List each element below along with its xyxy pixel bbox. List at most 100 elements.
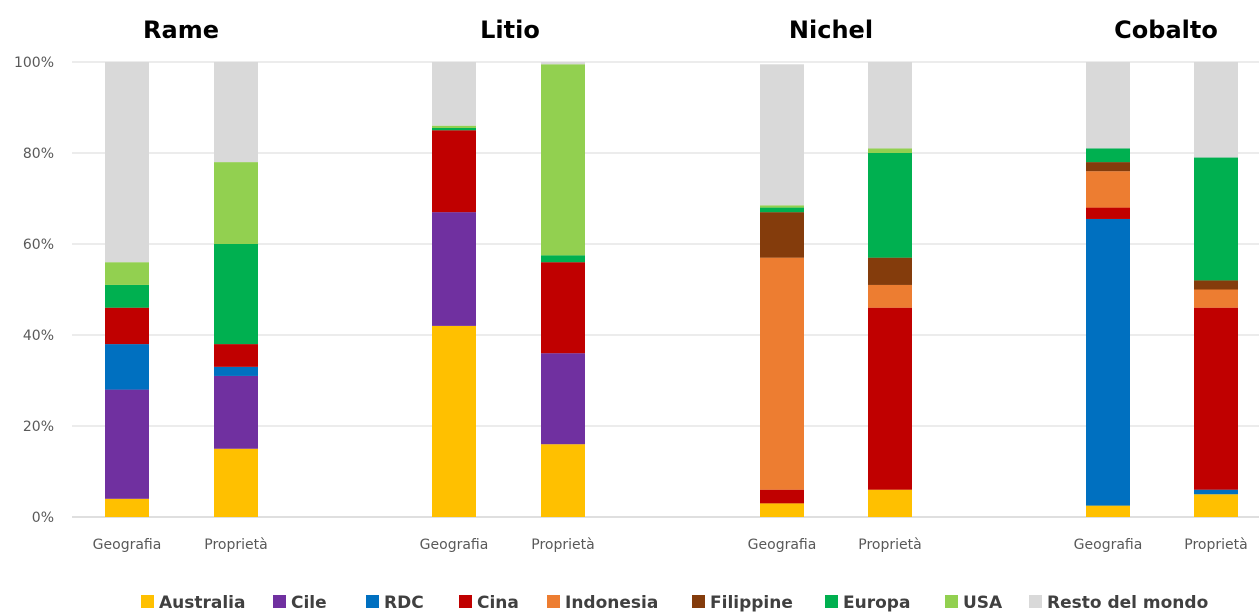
bar-segment-nichel-propriet-usa [868, 148, 912, 153]
bar-segment-nichel-propriet-resto-del-mondo [868, 62, 912, 149]
bar-segment-rame-geografia-australia [105, 498, 149, 517]
bar-segment-nichel-geografia-europa [760, 207, 804, 213]
bar-segment-rame-propriet-europa [214, 244, 258, 345]
bar-segment-cobalto-propriet-australia [1194, 494, 1238, 517]
legend-label: Indonesia [565, 593, 658, 613]
legend-label: Filippine [710, 593, 793, 613]
y-tick-label: 100% [14, 55, 54, 71]
legend-label: Europa [843, 593, 910, 613]
panel-title-litio: Litio [480, 16, 540, 44]
bar-segment-nichel-geografia-cina [760, 489, 804, 504]
bars [105, 62, 1238, 517]
bar-segment-nichel-geografia-indonesia [760, 257, 804, 490]
bar-segment-litio-propriet-cina [541, 262, 585, 354]
panel-title-rame: Rame [143, 16, 219, 44]
y-tick-label: 0% [32, 510, 54, 526]
bar-segment-litio-geografia-europa [432, 127, 476, 131]
bar-segment-cobalto-geografia-resto-del-mondo [1086, 62, 1130, 149]
bar-segment-cobalto-propriet-cina [1194, 307, 1238, 490]
legend-label: RDC [384, 593, 424, 613]
legend-label: Resto del mondo [1047, 593, 1208, 613]
legend-item-usa: USA [945, 593, 1003, 613]
bar-segment-cobalto-geografia-rdc [1086, 218, 1130, 506]
legend-swatch [692, 595, 705, 608]
y-tick-label: 20% [23, 419, 54, 435]
bar-segment-litio-propriet-cile [541, 353, 585, 445]
legend-swatch [459, 595, 472, 608]
legend-swatch [1029, 595, 1042, 608]
bar-segment-rame-geografia-europa [105, 284, 149, 308]
bar-segment-litio-propriet-usa [541, 64, 585, 256]
bar-segment-cobalto-propriet-indonesia [1194, 289, 1238, 308]
bar-segment-rame-propriet-cile [214, 375, 258, 449]
bar-segment-litio-geografia-australia [432, 325, 476, 517]
bar-segment-litio-geografia-usa [432, 125, 476, 128]
bar-segment-rame-geografia-resto-del-mondo [105, 62, 149, 263]
legend-item-cile: Cile [273, 593, 327, 613]
bar-segment-rame-propriet-resto-del-mondo [214, 62, 258, 163]
legend-item-australia: Australia [141, 593, 246, 613]
legend-item-cina: Cina [459, 593, 519, 613]
x-axis-labels: Geografia Proprietà Geografia Proprietà Geog… [93, 537, 1248, 553]
panel-titles: Rame Litio Nichel Cobalto [143, 16, 1218, 44]
bar-segment-cobalto-geografia-filippine [1086, 162, 1130, 172]
bar-segment-nichel-geografia-filippine [760, 212, 804, 258]
bar-segment-cobalto-propriet-resto-del-mondo [1194, 62, 1238, 158]
x-category-label: Geografia [420, 537, 489, 553]
bar-segment-litio-geografia-resto-del-mondo [432, 62, 476, 126]
panel-title-cobalto: Cobalto [1114, 16, 1218, 44]
bar-segment-rame-propriet-australia [214, 448, 258, 517]
legend-item-indonesia: Indonesia [547, 593, 658, 613]
bar-segment-nichel-propriet-indonesia [868, 284, 912, 308]
legend-swatch [273, 595, 286, 608]
bar-segment-nichel-geografia-australia [760, 503, 804, 517]
bar-segment-rame-geografia-cile [105, 389, 149, 499]
x-category-label: Proprietà [1184, 537, 1247, 553]
legend-swatch [825, 595, 838, 608]
legend-label: USA [963, 593, 1003, 613]
legend-swatch [547, 595, 560, 608]
bar-segment-nichel-propriet-europa [868, 153, 912, 258]
y-tick-label: 80% [23, 146, 54, 162]
bar-segment-cobalto-geografia-australia [1086, 505, 1130, 517]
legend-swatch [945, 595, 958, 608]
bar-segment-cobalto-propriet-rdc [1194, 489, 1238, 495]
legend-item-filippine: Filippine [692, 593, 793, 613]
bar-segment-rame-propriet-rdc [214, 366, 258, 376]
legend-label: Cile [291, 593, 327, 613]
bar-segment-nichel-geografia-resto-del-mondo [760, 64, 804, 206]
bar-segment-rame-propriet-cina [214, 344, 258, 367]
legend-item-europa: Europa [825, 593, 910, 613]
legend-swatch [366, 595, 379, 608]
x-category-label: Geografia [748, 537, 817, 553]
legend-label: Cina [477, 593, 519, 613]
gridlines [72, 61, 1259, 518]
bar-segment-rame-propriet-usa [214, 162, 258, 244]
bar-segment-litio-geografia-cile [432, 212, 476, 326]
bar-segment-rame-geografia-usa [105, 262, 149, 285]
x-category-label: Proprietà [858, 537, 921, 553]
bar-segment-cobalto-geografia-cina [1086, 207, 1130, 219]
bar-segment-litio-propriet-europa [541, 255, 585, 263]
bar-segment-litio-geografia-cina [432, 130, 476, 213]
bar-segment-litio-propriet-australia [541, 444, 585, 517]
legend-item-rdc: RDC [366, 593, 424, 613]
legend-item-resto-del-mondo: Resto del mondo [1029, 593, 1208, 613]
bar-segment-litio-propriet-resto-del-mondo [541, 62, 585, 65]
bar-segment-cobalto-geografia-indonesia [1086, 171, 1130, 208]
bar-segment-cobalto-propriet-filippine [1194, 280, 1238, 290]
x-category-label: Geografia [93, 537, 162, 553]
x-category-label: Proprietà [204, 537, 267, 553]
bar-segment-nichel-propriet-filippine [868, 257, 912, 285]
panel-title-nichel: Nichel [789, 16, 873, 44]
bar-segment-cobalto-geografia-europa [1086, 148, 1130, 163]
y-tick-label: 60% [23, 237, 54, 253]
legend: Australia Cile RDC Cina Indonesia Filippine Eu… [141, 593, 1208, 613]
bar-segment-cobalto-propriet-europa [1194, 157, 1238, 281]
legend-label: Australia [159, 593, 246, 613]
bar-segment-rame-geografia-rdc [105, 344, 149, 390]
bar-segment-rame-geografia-cina [105, 307, 149, 345]
y-axis: 0% 20% 40% 60% 80% 100% [14, 55, 54, 526]
bar-segment-nichel-propriet-australia [868, 489, 912, 517]
